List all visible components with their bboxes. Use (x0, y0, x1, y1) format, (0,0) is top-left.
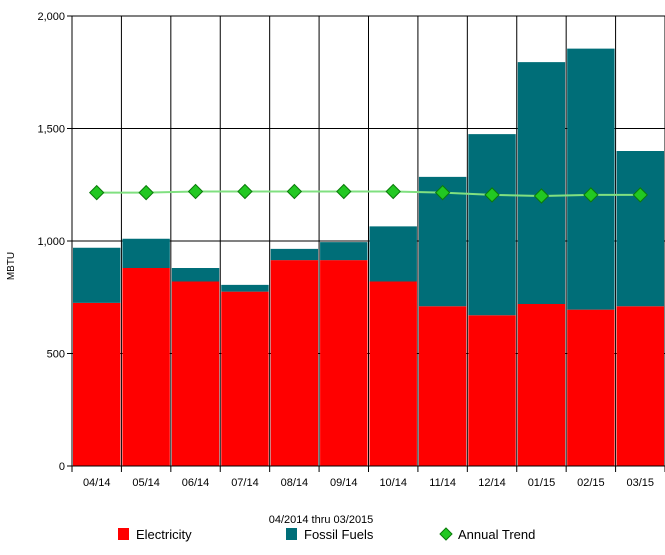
bar-electricity (616, 306, 664, 466)
x-tick-label: 01/15 (528, 477, 556, 489)
trend-point (138, 184, 154, 201)
x-tick-label: 12/14 (478, 477, 506, 489)
trend-point (484, 187, 500, 203)
legend: Electricity Fossil Fuels Annual Trend (118, 527, 535, 542)
trend-point (533, 188, 550, 204)
bar-fossil-fuels (567, 48, 615, 310)
x-tick-label: 11/14 (429, 477, 456, 489)
x-axis-label: 04/2014 thru 03/2015 (269, 514, 374, 526)
y-tick-label: 0 (59, 461, 65, 473)
plot-area: 0 500 1,000 1,500 2,000 04/14 05/14 06/14 07/14 0… (37, 11, 665, 489)
bar-fossil-fuels (320, 242, 368, 261)
trend-point (286, 183, 303, 200)
trend-point (336, 183, 352, 200)
bar-fossil-fuels (517, 62, 566, 304)
bar-fossil-fuels (616, 151, 664, 307)
x-tick-label: 05/14 (132, 477, 160, 489)
bar-electricity (122, 268, 170, 466)
bar-electricity (468, 315, 516, 466)
legend-label-fossil-fuels: Fossil Fuels (304, 527, 374, 542)
x-tick-label: 07/14 (231, 477, 259, 489)
bar-fossil-fuels (122, 238, 170, 268)
trend-point (89, 184, 105, 201)
bar-electricity (221, 291, 269, 466)
bar-electricity (369, 281, 417, 466)
x-tick-label: 03/15 (627, 477, 655, 489)
bar-electricity (171, 281, 220, 466)
bar-electricity (320, 260, 368, 466)
bar-electricity (270, 260, 319, 466)
bar-fossil-fuels (73, 247, 121, 303)
bar-fossil-fuels (270, 248, 319, 261)
bar-fossil-fuels (369, 226, 417, 282)
bar-electricity (73, 302, 121, 466)
x-tick-label: 02/15 (577, 477, 605, 489)
legend-swatch-annual-trend (439, 527, 453, 541)
bar-electricity (418, 306, 467, 466)
y-tick-label: 500 (47, 349, 65, 361)
trend-point (632, 187, 648, 203)
bar-fossil-fuels (221, 284, 269, 292)
y-tick-label: 1,000 (37, 236, 65, 248)
x-tick-label: 06/14 (182, 477, 210, 489)
bar-electricity (567, 309, 615, 466)
bar-fossil-fuels (468, 134, 516, 316)
legend-label-annual-trend: Annual Trend (458, 527, 535, 542)
bar-fossil-fuels (171, 268, 220, 282)
x-tick-label: 10/14 (379, 477, 407, 489)
y-axis-label: MBTU (6, 252, 17, 280)
x-tick-label: 08/14 (281, 477, 309, 489)
trend-point (187, 183, 204, 200)
legend-swatch-electricity (118, 528, 129, 540)
bar-electricity (517, 304, 566, 466)
trend-point (583, 187, 599, 203)
trend-point (385, 183, 401, 200)
legend-label-electricity: Electricity (136, 527, 192, 542)
x-tick-label: 09/14 (330, 477, 358, 489)
x-tick-label: 04/14 (83, 477, 111, 489)
y-tick-label: 1,500 (37, 124, 65, 136)
trend-line (96, 190, 641, 198)
trend-point (434, 184, 451, 201)
legend-swatch-fossil-fuels (286, 528, 297, 540)
trend-point (237, 183, 253, 200)
y-tick-label: 2,000 (37, 11, 65, 23)
